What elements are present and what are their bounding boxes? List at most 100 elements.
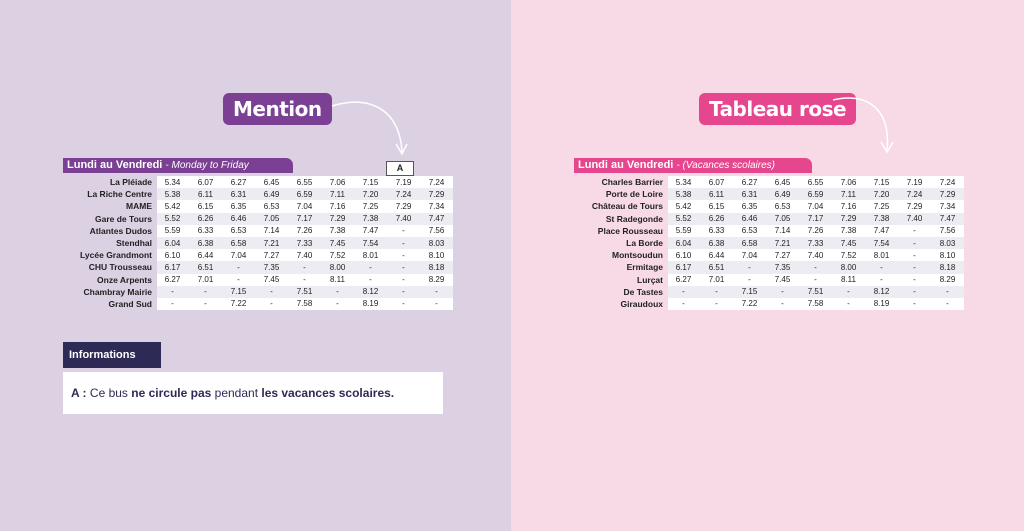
stop-name: Château de Tours [591, 201, 663, 212]
departure-time: 6.55 [288, 176, 321, 189]
departure-time: 7.06 [832, 176, 865, 189]
departure-time: 6.17 [157, 261, 189, 274]
departure-time: 7.51 [288, 285, 321, 298]
departure-time: 7.04 [799, 200, 832, 213]
departure-time: - [766, 285, 799, 298]
departure-time: 7.29 [898, 200, 931, 213]
departure-time: 6.26 [700, 212, 733, 225]
departure-time: - [799, 273, 832, 286]
right-panel: Tableau rose Lundi au Vendredi - (Vacanc… [511, 0, 1024, 531]
departure-time: 7.34 [931, 200, 964, 213]
departure-time: - [898, 297, 931, 311]
departure-time: - [189, 297, 222, 311]
departure-time: - [255, 297, 288, 311]
departure-time: - [865, 273, 898, 286]
departure-time: 7.15 [354, 176, 387, 189]
departure-time: 7.38 [354, 212, 387, 225]
departure-time: 8.11 [832, 273, 865, 286]
departure-time: 7.56 [420, 224, 453, 237]
departure-time: 7.45 [766, 273, 799, 286]
departure-time: 5.59 [668, 224, 700, 237]
stop-name: La Borde [626, 238, 663, 249]
departure-time: - [157, 297, 189, 311]
departure-time: - [931, 285, 964, 298]
mention-badge: Mention [223, 93, 332, 125]
table-row: MAME 5.42 6.15 6.35 6.53 7.04 7.16 7.25 7.29 7.34 [62, 200, 453, 213]
departure-time: - [321, 285, 354, 298]
stop-name: Porte de Loire [605, 189, 663, 200]
departure-time: 7.54 [354, 236, 387, 250]
departure-time: - [420, 285, 453, 298]
departure-time: 6.55 [799, 176, 832, 189]
departure-time: 7.29 [420, 188, 453, 201]
table-row: La Pléiade 5.34 6.07 6.27 6.45 6.55 7.06 7.15 7.… [62, 176, 453, 189]
departure-time: - [668, 285, 700, 298]
departure-time: 6.27 [668, 273, 700, 286]
departure-time: 8.10 [931, 249, 964, 262]
departure-time: - [799, 261, 832, 274]
timetable-header: Lundi au Vendredi - (Vacances scolaires) [574, 158, 812, 173]
departure-time: 6.44 [700, 249, 733, 262]
departure-time: 7.04 [733, 249, 766, 262]
departure-time: 6.44 [189, 249, 222, 262]
departure-time: 6.51 [700, 261, 733, 274]
departure-time: 6.51 [189, 261, 222, 274]
departure-time: 8.12 [865, 285, 898, 298]
departure-time: 7.19 [898, 176, 931, 189]
departure-time: 6.33 [189, 224, 222, 237]
departure-time: 6.26 [189, 212, 222, 225]
departure-time: 6.31 [222, 188, 255, 201]
departure-time: 8.12 [354, 285, 387, 298]
departure-time: 7.11 [832, 188, 865, 201]
departure-time: 6.35 [733, 200, 766, 213]
departure-time: - [222, 261, 255, 274]
departure-time: 6.38 [700, 236, 733, 250]
departure-time: 7.19 [387, 176, 420, 189]
timetable-title: Lundi au Vendredi [67, 159, 163, 171]
departure-time: 7.01 [189, 273, 222, 286]
departure-time: 5.38 [668, 188, 700, 201]
departure-time: 7.47 [354, 224, 387, 237]
stop-name: Chambray Mairie [83, 286, 153, 297]
departure-time: - [898, 236, 931, 250]
departure-time: 7.17 [799, 212, 832, 225]
departure-time: 7.04 [222, 249, 255, 262]
departure-time: 7.52 [321, 249, 354, 262]
departure-time: 8.11 [321, 273, 354, 286]
departure-time: 8.03 [931, 236, 964, 250]
stop-name: CHU Trousseau [88, 262, 152, 273]
departure-time: 6.07 [700, 176, 733, 189]
departure-time: 6.46 [733, 212, 766, 225]
stop-name: Montsoudun [612, 250, 663, 261]
timetable-subtitle: - Monday to Friday [165, 160, 249, 171]
departure-time: 5.52 [668, 212, 700, 225]
departure-time: - [288, 273, 321, 286]
departure-time: 7.17 [288, 212, 321, 225]
departure-time: - [865, 261, 898, 274]
departure-time: 7.15 [222, 285, 255, 298]
departure-time: 7.24 [387, 188, 420, 201]
departure-time: 7.47 [865, 224, 898, 237]
departure-time: 6.46 [222, 212, 255, 225]
departure-time: 8.00 [832, 261, 865, 274]
curved-arrow-icon [832, 97, 894, 154]
departure-time: 7.11 [321, 188, 354, 201]
stop-name: Place Rousseau [597, 225, 663, 236]
departure-time: 8.18 [420, 261, 453, 274]
tableau-rose-badge: Tableau rose [699, 93, 857, 125]
departure-time: - [700, 285, 733, 298]
departure-time: 7.33 [799, 236, 832, 250]
departure-time: 7.38 [865, 212, 898, 225]
departure-time: 7.29 [931, 188, 964, 201]
stop-name: Grand Sud [108, 298, 152, 309]
departure-time: 7.33 [288, 236, 321, 250]
departure-time: 6.59 [288, 188, 321, 201]
stop-name: MAME [126, 201, 152, 212]
departure-time: 8.29 [420, 273, 453, 286]
departure-time: 7.26 [799, 224, 832, 237]
table-row: Grand Sud - -7.22-7.58-8.19- - [62, 297, 453, 311]
informations-header: Informations [63, 342, 161, 368]
stop-name: De Tastes [623, 286, 663, 297]
info-text-2: pendant [211, 386, 262, 400]
departure-time: 5.42 [157, 200, 189, 213]
